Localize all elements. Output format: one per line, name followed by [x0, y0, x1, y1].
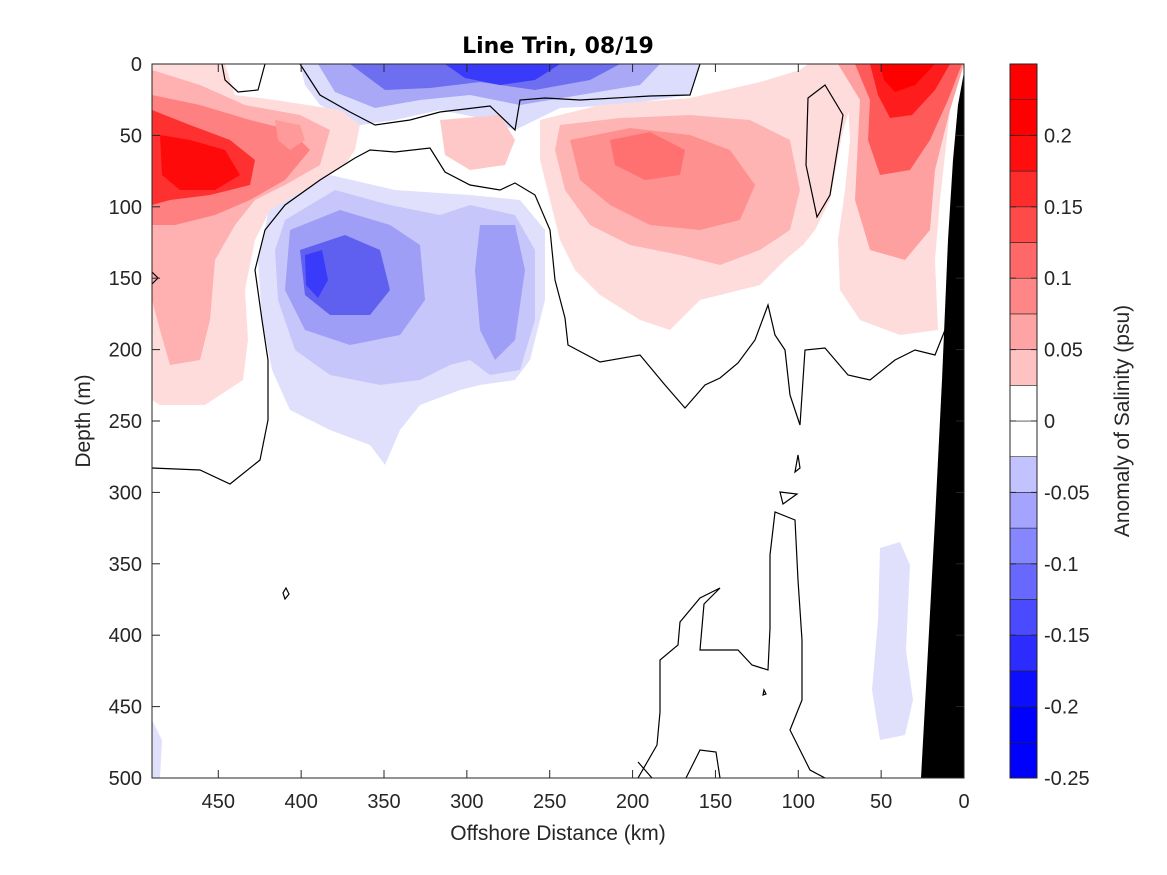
colorbar-label: Anomaly of Salinity (psu)	[1111, 305, 1134, 537]
colorbar: -0.25 -0.2 -0.15 -0.1 -0.05 0 0.05 0.1 0.15 0.2	[1009, 63, 1090, 790]
x-tick-label: 450	[202, 791, 235, 813]
zero-contour-fleck-3	[282, 586, 290, 601]
colorbar-swatch	[1009, 492, 1038, 529]
x-tick-label: 250	[533, 791, 566, 813]
deep-fresh-patch	[872, 542, 913, 740]
colorbar-swatch	[1009, 634, 1038, 672]
colorbar-swatch	[1009, 599, 1038, 636]
zero-contour-fleck-1	[794, 454, 801, 474]
colorbar-swatch	[1009, 384, 1038, 422]
x-tick-label: 50	[870, 791, 892, 813]
colorbar-swatch	[1009, 563, 1038, 600]
colorbar-swatch	[1009, 170, 1038, 208]
y-tick-label: 500	[109, 768, 142, 790]
colorbar-tick-label: 0	[1044, 411, 1055, 433]
offshore-salty-peak	[160, 135, 240, 190]
zero-contour-lens	[805, 84, 844, 219]
colorbar-tick-label: 0.05	[1044, 340, 1083, 362]
y-tick-label: 400	[109, 625, 142, 647]
y-tick-label: 300	[109, 482, 142, 504]
mid-salty-core	[610, 132, 685, 180]
colorbar-swatch	[1009, 242, 1038, 279]
colorbar-tick-label: -0.1	[1044, 554, 1078, 576]
y-tick-label: 0	[131, 54, 142, 76]
colorbar-swatch	[1009, 206, 1038, 243]
x-tick-label: 300	[450, 791, 483, 813]
zero-contour-main	[152, 147, 946, 485]
zero-contour-surface	[221, 64, 266, 93]
colorbar-tick-label: -0.25	[1044, 768, 1090, 790]
x-tick-label: 150	[699, 791, 732, 813]
colorbar-tick-label: 0.1	[1044, 268, 1072, 290]
y-tick-label: 350	[109, 554, 142, 576]
anomaly-field	[152, 64, 964, 778]
y-tick-label: 150	[109, 268, 142, 290]
x-tick-label: 350	[367, 791, 400, 813]
colorbar-swatch	[1009, 706, 1038, 743]
colorbar-swatch	[1009, 135, 1038, 172]
fresh-anomaly-regions	[152, 64, 913, 778]
colorbar-tick-label: 0.15	[1044, 197, 1083, 219]
salty-anomaly-regions	[152, 64, 964, 405]
colorbar-swatch	[1009, 670, 1038, 707]
zero-contour-fleck-2	[779, 491, 799, 506]
y-tick-label: 50	[120, 125, 142, 147]
x-tick-label: 200	[616, 791, 649, 813]
zero-contour-deep-b	[685, 749, 721, 778]
y-tick-label: 200	[109, 340, 142, 362]
colorbar-tick-label: 0.2	[1044, 125, 1072, 147]
y-tick-label: 250	[109, 411, 142, 433]
plot-area	[151, 63, 965, 779]
surface-fresh-core	[445, 64, 560, 85]
colorbar-tick-label: -0.15	[1044, 625, 1090, 647]
colorbar-swatch	[1009, 277, 1038, 315]
zero-contour-deep-a	[637, 511, 826, 778]
colorbar-swatch	[1009, 63, 1038, 101]
colorbar-swatch	[1009, 313, 1038, 350]
zero-contour-deep-c	[637, 761, 653, 778]
colorbar-tick-label: -0.05	[1044, 482, 1090, 504]
colorbar-swatch	[1009, 349, 1038, 386]
chart-title: Line Trin, 08/19	[462, 34, 654, 59]
colorbar-swatch	[1009, 456, 1038, 493]
colorbar-swatch	[1009, 99, 1038, 136]
x-tick-label: 100	[782, 791, 815, 813]
y-axis-label: Depth (m)	[72, 374, 95, 467]
zero-contours	[152, 64, 946, 778]
y-axis: 0 50 100 150 200 250 300 350 400 450 500	[109, 54, 964, 790]
nearshore-salty-peak	[880, 64, 935, 92]
mid-salty-patch	[440, 115, 515, 170]
deep-fresh-fleck	[152, 720, 162, 778]
offshore-salty-secondary	[275, 120, 305, 150]
zero-contour-fresh-base	[299, 64, 701, 132]
x-tick-label: 400	[284, 791, 317, 813]
colorbar-swatch	[1009, 741, 1038, 779]
y-tick-label: 100	[109, 197, 142, 219]
x-tick-label: 0	[958, 791, 969, 813]
zero-contour-fleck-5	[762, 688, 767, 696]
x-axis-label: Offshore Distance (km)	[450, 822, 666, 845]
y-tick-label: 450	[109, 697, 142, 719]
secondary-fresh-core	[475, 225, 525, 360]
colorbar-tick-label: -0.2	[1044, 697, 1078, 719]
colorbar-swatch	[1009, 527, 1038, 565]
x-axis: 450 400 350 300 250 200 150 100 50 0	[202, 64, 970, 813]
subsurface-fresh-peak	[305, 250, 328, 298]
colorbar-swatch	[1009, 420, 1038, 458]
bathymetry-mask	[921, 72, 964, 778]
